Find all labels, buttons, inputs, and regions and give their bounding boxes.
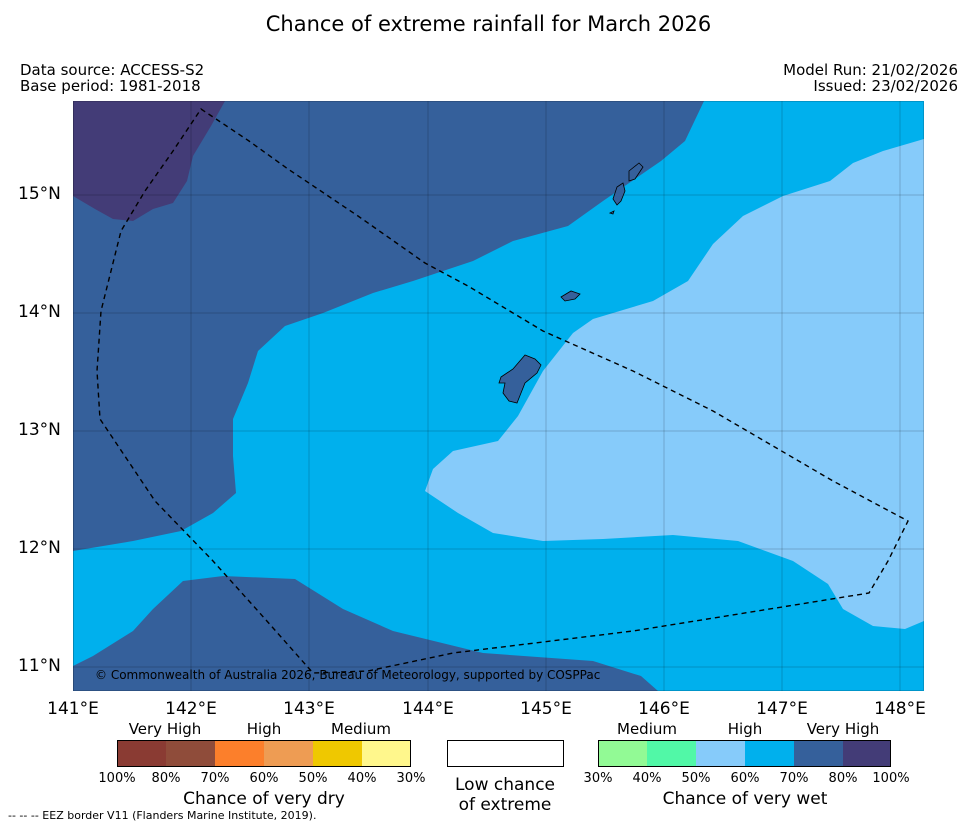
dry-colorbar-border: [117, 740, 411, 767]
dry-swatch: [166, 740, 215, 767]
wet-caption: Chance of very wet: [662, 789, 828, 809]
dry-swatch: [215, 740, 264, 767]
map-title: Chance of extreme rainfall for March 202…: [265, 12, 712, 36]
wet-tick-70: 70%: [779, 771, 809, 786]
island-tinian: [612, 182, 626, 206]
base-period-text: Base period: 1981-2018: [20, 77, 201, 95]
grid-lines: [73, 101, 924, 691]
lat-label-14n: 14°N: [18, 302, 61, 322]
wet-tick-30: 30%: [583, 771, 613, 786]
wet-swatch: [647, 740, 696, 767]
issued-text: Issued: 23/02/2026: [813, 77, 958, 95]
lon-label-145e: 145°E: [520, 699, 572, 719]
dry-heading-very-high: Very High: [128, 720, 202, 738]
wet-swatch: [598, 740, 647, 767]
wet-tick-40: 40%: [632, 771, 662, 786]
island-rota: [560, 290, 581, 302]
lon-label-143e: 143°E: [283, 699, 335, 719]
metadata-right: Model Run: 21/02/2026 Issued: 23/02/2026: [783, 62, 958, 94]
dry-swatch: [117, 740, 166, 767]
wet-swatch: [843, 740, 891, 767]
wet-heading-high: High: [727, 720, 763, 738]
wet-tick-80: 80%: [828, 771, 858, 786]
low-chance-line2: of extreme: [458, 795, 552, 815]
dry-caption: Chance of very dry: [183, 789, 345, 809]
low-chance-line1: Low chance: [455, 775, 555, 795]
dry-tick-60: 60%: [249, 771, 279, 786]
dry-heading-medium: Medium: [331, 720, 391, 738]
zone-wet-50-60: [425, 139, 924, 629]
lat-label-11n: 11°N: [18, 656, 61, 676]
wet-colorbar-border: [598, 740, 891, 767]
island-aguijan: [608, 210, 615, 215]
island-saipan: [628, 162, 644, 182]
dry-tick-50: 50%: [298, 771, 328, 786]
dry-tick-100: 100%: [98, 771, 136, 786]
eez-border: [96, 108, 909, 674]
rainfall-map[interactable]: © Commonwealth of Australia 2026, Bureau…: [73, 101, 924, 691]
lat-label-12n: 12°N: [18, 538, 61, 558]
wet-heading-very-high: Very High: [806, 720, 880, 738]
wet-heading-medium: Medium: [617, 720, 677, 738]
island-guam: [498, 354, 542, 404]
model-run-text: Model Run: 21/02/2026: [783, 61, 958, 79]
dry-tick-40: 40%: [347, 771, 377, 786]
wet-swatch: [696, 740, 745, 767]
dry-tick-30: 30%: [396, 771, 426, 786]
dry-swatch: [313, 740, 362, 767]
dry-swatch: [362, 740, 411, 767]
lon-label-144e: 144°E: [402, 699, 454, 719]
wet-tick-100: 100%: [872, 771, 910, 786]
lon-label-142e: 142°E: [165, 699, 217, 719]
low-chance-label: Low chance of extreme: [455, 775, 555, 815]
wet-swatch: [794, 740, 843, 767]
lon-label-146e: 146°E: [638, 699, 690, 719]
map-copyright: © Commonwealth of Australia 2026, Bureau…: [95, 668, 600, 682]
dry-swatch: [264, 740, 313, 767]
wet-tick-50: 50%: [681, 771, 711, 786]
island-outlines: [498, 162, 644, 404]
lat-label-13n: 13°N: [18, 420, 61, 440]
lat-label-15n: 15°N: [18, 184, 61, 204]
data-source-text: Data source: ACCESS-S2: [20, 61, 205, 79]
dry-heading-high: High: [246, 720, 282, 738]
low-chance-swatch: [447, 740, 564, 767]
wet-swatch: [745, 740, 794, 767]
wet-tick-60: 60%: [730, 771, 760, 786]
eez-footnote: -- -- -- EEZ border V11 (Flanders Marine…: [8, 809, 317, 822]
lon-label-141e: 141°E: [47, 699, 99, 719]
dry-tick-70: 70%: [200, 771, 230, 786]
dry-tick-80: 80%: [151, 771, 181, 786]
metadata-left: Data source: ACCESS-S2 Base period: 1981…: [20, 62, 204, 94]
lon-label-147e: 147°E: [756, 699, 808, 719]
lon-label-148e: 148°E: [874, 699, 926, 719]
